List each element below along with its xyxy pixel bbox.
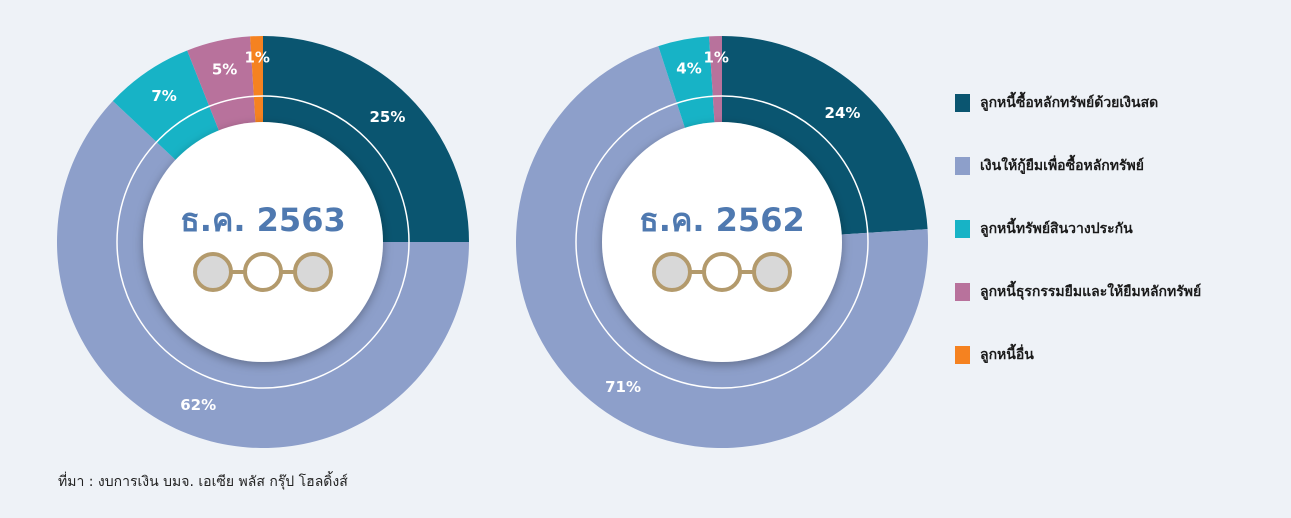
value-label: 4%: [676, 60, 701, 78]
slice: [250, 36, 263, 125]
legend-label: ลูกหนี้ทรัพย์สินวางประกัน: [980, 217, 1133, 237]
slice: [112, 50, 220, 162]
icon: [652, 252, 792, 292]
icon-circle: [752, 252, 792, 292]
legend-swatch: [955, 283, 970, 301]
legend-swatch: [955, 157, 970, 175]
value-label: 1%: [703, 49, 728, 67]
legend-label: ลูกหนี้ธุรกรรมยืมและให้ยืมหลักทรัพย์: [980, 280, 1201, 300]
legend-swatch: [955, 220, 970, 238]
slice: [709, 36, 722, 125]
value-label: 71%: [605, 378, 641, 396]
source-note: ที่มา : งบการเงิน บมจ. เอเซีย พลัส กรุ๊ป…: [58, 471, 348, 490]
value-label: 1%: [244, 49, 269, 67]
value-label: 7%: [151, 87, 176, 105]
value-label: 5%: [212, 61, 237, 79]
center-title: ธ.ค. 2562: [639, 201, 804, 239]
slice: [187, 36, 256, 133]
icon-circle: [293, 252, 333, 292]
value-label: 24%: [825, 104, 861, 122]
legend-label: เงินให้กู้ยืมเพื่อซื้อหลักทรัพย์: [980, 154, 1144, 174]
icon: [193, 252, 333, 292]
slice: [722, 36, 928, 235]
slice: [658, 36, 715, 130]
inner-ring: [116, 95, 410, 389]
inner-ring: [575, 95, 869, 389]
legend-swatch: [955, 346, 970, 364]
value-label: 25%: [369, 108, 405, 126]
value-label: 62%: [180, 396, 216, 414]
center-title: ธ.ค. 2563: [180, 201, 345, 239]
icon-circle: [243, 252, 283, 292]
center-disc: [143, 122, 383, 362]
slice: [57, 100, 469, 448]
slice: [515, 46, 928, 448]
icon-circle: [652, 252, 692, 292]
legend-label: ลูกหนี้ซื้อหลักทรัพย์ด้วยเงินสด: [980, 91, 1158, 111]
icon-circle: [193, 252, 233, 292]
icon-circle: [702, 252, 742, 292]
legend: ลูกหนี้ซื้อหลักทรัพย์ด้วยเงินสดเงินให้กู…: [955, 91, 1201, 364]
legend-swatch: [955, 94, 970, 112]
legend-label: ลูกหนี้อื่น: [980, 343, 1034, 363]
center-disc: [602, 122, 842, 362]
